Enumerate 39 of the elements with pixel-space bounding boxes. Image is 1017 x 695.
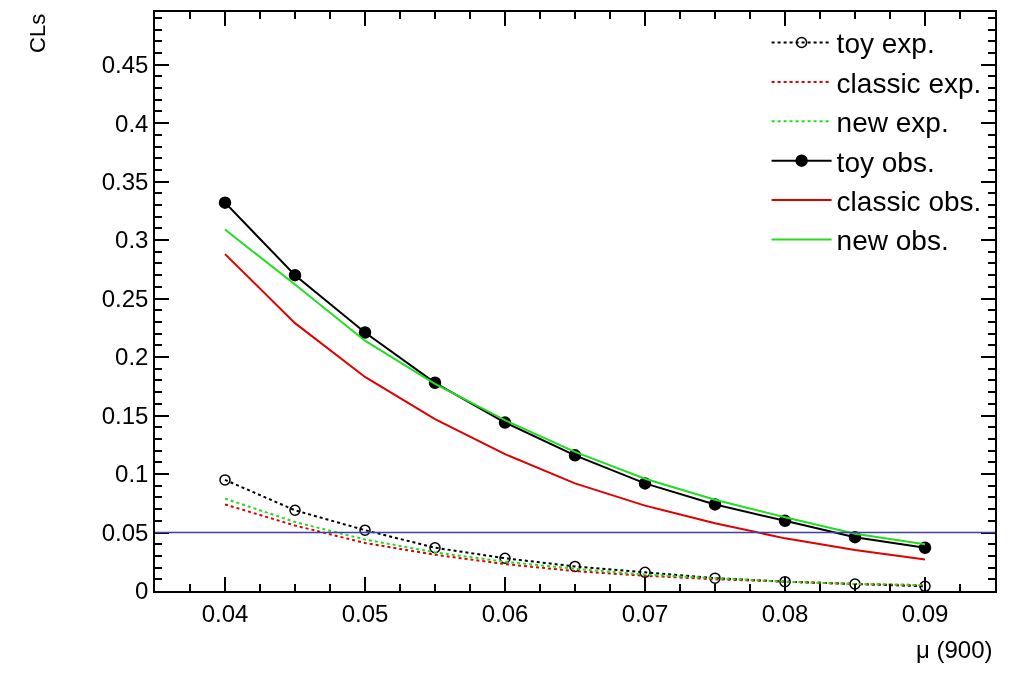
point <box>219 474 231 486</box>
y-tick-label: 0.4 <box>115 109 149 137</box>
point <box>919 580 931 591</box>
x-tick-label: 0.08 <box>761 599 809 627</box>
point <box>289 504 301 517</box>
y-tick-label: 0.1 <box>115 460 149 488</box>
point <box>849 578 861 590</box>
point <box>639 566 651 579</box>
x-tick-label: 0.04 <box>201 599 249 627</box>
point <box>709 572 721 584</box>
y-tick-label: 0.05 <box>101 518 149 546</box>
legend-label: new obs. <box>836 225 949 257</box>
x-axis-title: μ (900) <box>916 636 993 663</box>
point <box>288 268 302 282</box>
point <box>218 196 232 209</box>
y-tick-label: 0.3 <box>115 226 149 254</box>
y-tick-label: 0.25 <box>101 284 149 312</box>
y-tick-label: 0.15 <box>101 401 149 429</box>
y-tick-label: 0.35 <box>101 168 149 196</box>
point <box>359 524 371 536</box>
x-tick-label: 0.07 <box>621 599 669 627</box>
legend-label: classic exp. <box>836 67 982 99</box>
legend-label: toy exp. <box>836 28 935 60</box>
point <box>779 575 791 588</box>
legend-label: new exp. <box>836 107 949 139</box>
legend-label: toy obs. <box>836 146 935 178</box>
point <box>918 541 932 554</box>
y-axis-title: CLs <box>24 13 50 53</box>
point <box>569 560 581 573</box>
point <box>358 326 372 339</box>
point <box>429 541 441 554</box>
point <box>499 552 511 564</box>
legend-label: classic obs. <box>836 186 982 218</box>
x-tick-label: 0.05 <box>341 599 389 627</box>
y-tick-label: 0.45 <box>101 51 149 79</box>
x-tick-label: 0.09 <box>901 599 949 627</box>
y-tick-label: 0.2 <box>115 343 149 371</box>
y-tick-label: 0 <box>135 577 149 605</box>
x-tick-label: 0.06 <box>481 599 529 627</box>
